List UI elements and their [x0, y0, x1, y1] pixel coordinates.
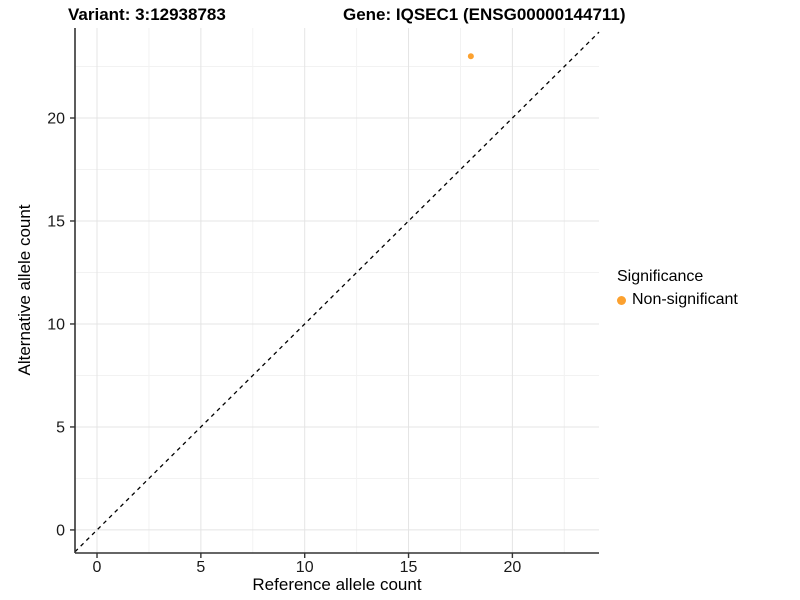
y-tick-label: 0	[56, 522, 65, 539]
x-tick-label: 20	[503, 559, 521, 576]
gene-title: Gene: IQSEC1 (ENSG00000144711)	[343, 5, 626, 24]
variant-title: Variant: 3:12938783	[68, 5, 226, 24]
identity-line	[74, 31, 600, 553]
x-axis-title: Reference allele count	[252, 575, 421, 594]
x-tick-label: 10	[296, 559, 314, 576]
legend-item: Non-significant	[617, 291, 738, 309]
legend: Significance Non-significant	[617, 268, 738, 309]
y-tick-label: 10	[47, 316, 65, 333]
x-tick-label: 0	[93, 559, 102, 576]
legend-items: Non-significant	[617, 291, 738, 309]
y-axis-title: Alternative allele count	[15, 204, 34, 375]
y-tick-label: 20	[47, 111, 65, 128]
x-tick-label: 5	[196, 559, 205, 576]
data-point	[467, 53, 474, 60]
x-tick-label: 15	[400, 559, 418, 576]
legend-item-label: Non-significant	[632, 291, 738, 308]
y-tick-label: 5	[56, 419, 65, 436]
legend-key-dot	[617, 295, 626, 305]
y-tick-label: 15	[47, 213, 65, 230]
legend-title: Significance	[617, 268, 704, 285]
